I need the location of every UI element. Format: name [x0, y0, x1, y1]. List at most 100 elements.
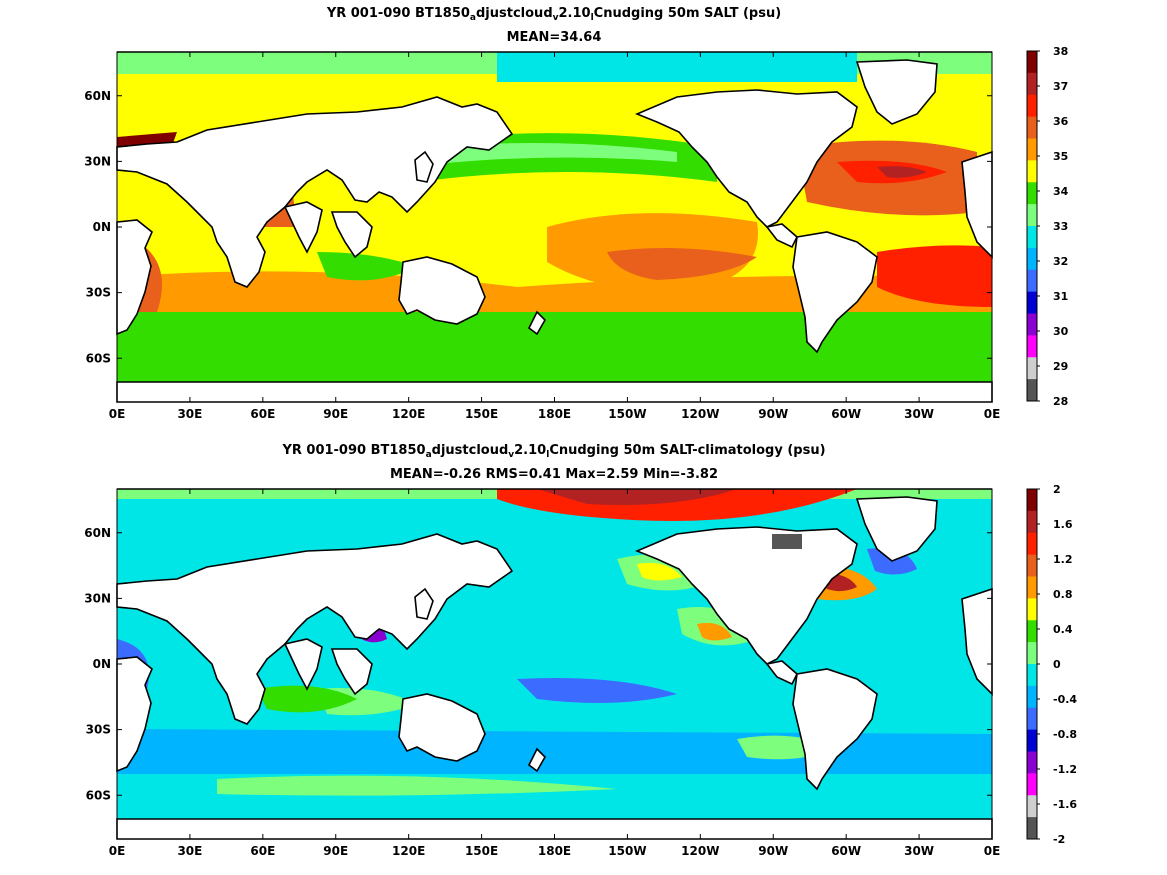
colorbar-segment [1027, 226, 1037, 249]
colorbar-segment [1027, 795, 1037, 818]
lat-tick-label: 60S [86, 351, 111, 365]
lon-tick-label: 60E [250, 844, 275, 858]
colorbar-label: 34 [1053, 185, 1069, 198]
colorbar-label: 2 [1053, 483, 1061, 496]
colorbar-label: 36 [1053, 115, 1069, 128]
lon-tick-label: 90E [323, 844, 348, 858]
colorbar-segment [1027, 817, 1037, 840]
colorbar-segment [1027, 204, 1037, 227]
lat-tick-label: 0N [93, 220, 111, 234]
colorbar-label: -0.4 [1053, 693, 1077, 706]
colorbar-label: 1.2 [1053, 553, 1073, 566]
lon-tick-label: 30W [904, 844, 934, 858]
lon-tick-label: 90W [758, 407, 788, 421]
colorbar-label: 1.6 [1053, 518, 1073, 531]
panel2-title: YR 001-090 BT1850adjustcloudv2.10lCnudgi… [282, 443, 826, 460]
lat-tick-label: 0N [93, 657, 111, 671]
colorbar-label: -2 [1053, 833, 1065, 846]
colorbar-segment [1027, 707, 1037, 731]
colorbar-label: -1.2 [1053, 763, 1077, 776]
lat-tick-label: 30S [86, 286, 111, 300]
lon-tick-label: 150W [608, 844, 646, 858]
lat-tick-label: 30N [84, 591, 111, 605]
lon-tick-label: 180E [538, 407, 571, 421]
colorbar-label: 32 [1053, 255, 1068, 268]
panel1-axes: 0E 30E 60E 90E 120E 150E 180E 150W 120W 90W 60W 30W… [84, 52, 1000, 421]
colorbar-segment [1027, 72, 1037, 96]
colorbar-segment [1027, 94, 1037, 118]
lon-tick-label: 0E [109, 844, 126, 858]
lon-tick-label: 120E [392, 844, 425, 858]
colorbar-segment [1027, 357, 1037, 380]
colorbar-segment [1027, 335, 1037, 358]
colorbar-segment [1027, 269, 1037, 293]
colorbar-segment [1027, 182, 1037, 205]
colorbar-segment [1027, 291, 1037, 314]
panel2-colorbar: 2 1.6 1.2 0.8 0.4 0 -0.4 -0.8 -1.2 -1.6 -2 [1026, 483, 1077, 846]
lon-tick-label: 150E [465, 407, 498, 421]
panel2-map [116, 488, 993, 840]
lat-tick-label: 30N [84, 154, 111, 168]
lon-tick-label: 60E [250, 407, 275, 421]
colorbar-segment [1027, 489, 1037, 512]
colorbar-label: 38 [1053, 45, 1068, 58]
panel2-subtitle: MEAN=-0.26 RMS=0.41 Max=2.59 Min=-3.82 [389, 467, 719, 482]
colorbar-segment [1027, 51, 1037, 74]
colorbar-label: 33 [1053, 220, 1068, 233]
lon-tick-label: 90E [323, 407, 348, 421]
colorbar-segment [1027, 729, 1037, 752]
colorbar-segment [1027, 664, 1037, 687]
colorbar-segment [1027, 554, 1037, 577]
lon-tick-label: 90W [758, 844, 788, 858]
colorbar-segment [1027, 313, 1037, 336]
colorbar-segment [1027, 642, 1037, 665]
colorbar-segment [1027, 532, 1037, 556]
lon-tick-label: 120E [392, 407, 425, 421]
colorbar-label: 0 [1053, 658, 1061, 671]
lon-tick-label: 30E [177, 407, 202, 421]
lon-tick-label: 30E [177, 844, 202, 858]
colorbar-segment [1027, 160, 1037, 183]
colorbar-segment [1027, 576, 1037, 599]
colorbar-segment [1027, 620, 1037, 643]
colorbar-segment [1027, 598, 1037, 621]
colorbar-label: -1.6 [1053, 798, 1077, 811]
lon-tick-label: 120W [681, 407, 719, 421]
colorbar-segment [1027, 247, 1037, 271]
lon-tick-label: 30W [904, 407, 934, 421]
lat-tick-label: 60S [86, 788, 111, 802]
lon-tick-label: 0E [984, 844, 1001, 858]
colorbar-segment [1027, 685, 1037, 709]
colorbar-label: 30 [1053, 325, 1069, 338]
panel1-title: YR 001-090 BT1850adjustcloudv2.10lCnudgi… [326, 6, 782, 23]
panel1-map [116, 51, 993, 403]
colorbar-label: 29 [1053, 360, 1068, 373]
lon-tick-label: 180E [538, 844, 571, 858]
colorbar-label: 0.4 [1053, 623, 1073, 636]
lon-tick-label: 0E [984, 407, 1001, 421]
lon-tick-label: 0E [109, 407, 126, 421]
colorbar-label: 37 [1053, 80, 1068, 93]
panel1-colorbar: 38 37 36 35 34 33 32 31 30 29 28 [1026, 45, 1069, 408]
colorbar-segment [1027, 751, 1037, 774]
colorbar-label: -0.8 [1053, 728, 1077, 741]
lat-tick-label: 60N [84, 526, 111, 540]
lon-tick-label: 60W [831, 844, 861, 858]
colorbar-label: 0.8 [1053, 588, 1073, 601]
lon-tick-label: 120W [681, 844, 719, 858]
lon-tick-label: 60W [831, 407, 861, 421]
colorbar-segment [1027, 773, 1037, 796]
colorbar-label: 28 [1053, 395, 1068, 408]
lat-tick-label: 60N [84, 89, 111, 103]
panel1-subtitle: MEAN=34.64 [506, 30, 602, 45]
panel2-axes: 0E 30E 60E 90E 120E 150E 180E 150W 120W 90W 60W 30W… [84, 489, 1000, 858]
colorbar-label: 31 [1053, 290, 1068, 303]
colorbar-segment [1027, 510, 1037, 534]
colorbar-segment [1027, 138, 1037, 161]
colorbar-segment [1027, 379, 1037, 402]
colorbar-segment [1027, 116, 1037, 139]
lat-tick-label: 30S [86, 723, 111, 737]
colorbar-label: 35 [1053, 150, 1068, 163]
lon-tick-label: 150W [608, 407, 646, 421]
